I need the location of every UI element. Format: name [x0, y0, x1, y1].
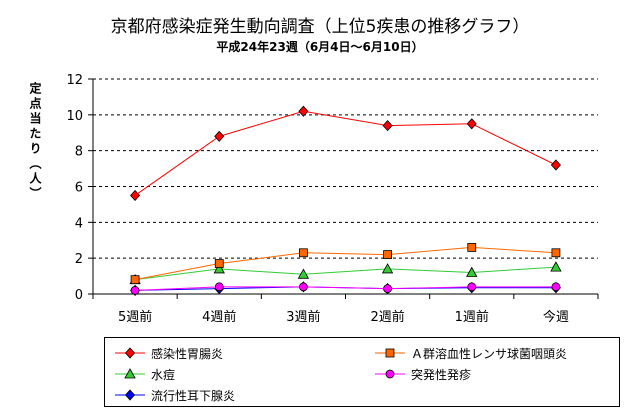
data-point — [130, 189, 141, 202]
data-point — [381, 263, 394, 274]
legend-marker — [124, 368, 136, 379]
chart-title: 京都府感染症発生動向調査（上位5疾患の推移グラフ） — [110, 17, 530, 37]
series-line — [134, 110, 557, 196]
legend-marker — [385, 369, 395, 379]
legend-label: 水痘 — [151, 367, 176, 382]
x-tick-label: 3週前 — [286, 309, 320, 325]
y-tick-label: 8 — [75, 145, 83, 160]
data-point — [551, 248, 561, 258]
y-tick-label: 2 — [75, 252, 83, 267]
legend-marker — [385, 348, 395, 358]
data-point — [130, 286, 140, 295]
data-point — [550, 261, 562, 272]
data-point — [382, 119, 393, 132]
x-tick-label: 4週前 — [202, 309, 236, 325]
data-point — [466, 118, 477, 130]
x-tick-label: 今週 — [543, 309, 569, 325]
y-tick-label: 12 — [66, 73, 83, 88]
data-point — [299, 282, 308, 292]
data-point — [130, 275, 140, 285]
y-tick-label: 4 — [75, 216, 83, 231]
legend-item: 突発性発疹 — [373, 365, 471, 383]
x-tick-label: 5週前 — [118, 309, 152, 325]
y-tick-label: 6 — [75, 181, 83, 196]
series-line — [134, 246, 556, 281]
legend-key — [375, 348, 405, 358]
x-tick-label: 1週前 — [455, 309, 489, 325]
chart-subtitle: 平成24年23週（6月4日～6月10日） — [216, 40, 424, 54]
data-point — [214, 282, 224, 292]
data-point — [214, 259, 224, 268]
legend: 感染性胃腸炎 Ａ群溶血性レンサ球菌咽頭炎水痘 突発性発疹流行性耳下腺炎 — [104, 337, 620, 407]
data-point — [467, 243, 477, 252]
legend-label: Ａ群溶血性レンサ球菌咽頭炎 — [411, 346, 568, 361]
legend-label: 流行性耳下腺炎 — [151, 388, 236, 403]
legend-item: 流行性耳下腺炎 — [113, 386, 235, 404]
data-point — [297, 268, 310, 279]
data-point — [550, 159, 561, 171]
legend-key — [375, 369, 405, 379]
x-tick-label: 2週前 — [370, 309, 404, 325]
series-line — [135, 266, 556, 281]
y-axis-label: 定点当たり（人） — [28, 82, 42, 202]
legend-label: 感染性胃腸炎 — [151, 346, 224, 361]
data-point — [383, 284, 392, 294]
legend-marker — [124, 389, 136, 401]
data-point — [466, 266, 478, 277]
legend-item: Ａ群溶血性レンサ球菌咽頭炎 — [373, 344, 567, 362]
legend-item: 水痘 — [113, 365, 175, 383]
data-point — [551, 282, 561, 292]
data-point — [213, 263, 225, 274]
y-tick-label: 0 — [75, 288, 83, 303]
legend-label: 突発性発疹 — [411, 367, 472, 382]
legend-key — [115, 347, 145, 359]
legend-key — [115, 389, 145, 401]
data-point — [299, 248, 308, 258]
legend-item: 感染性胃腸炎 — [113, 344, 223, 362]
data-point — [383, 250, 392, 259]
data-point — [214, 130, 225, 142]
line-chart: 0 2 4 6 8 10 12 5週前 4週前 3週前 2週前 1週前 今週 — [66, 73, 599, 325]
legend-marker — [124, 347, 136, 359]
data-point — [467, 282, 477, 292]
series-line — [135, 286, 556, 291]
data-point — [298, 105, 309, 117]
legend-key — [115, 368, 145, 379]
y-tick-label: 10 — [66, 109, 83, 124]
